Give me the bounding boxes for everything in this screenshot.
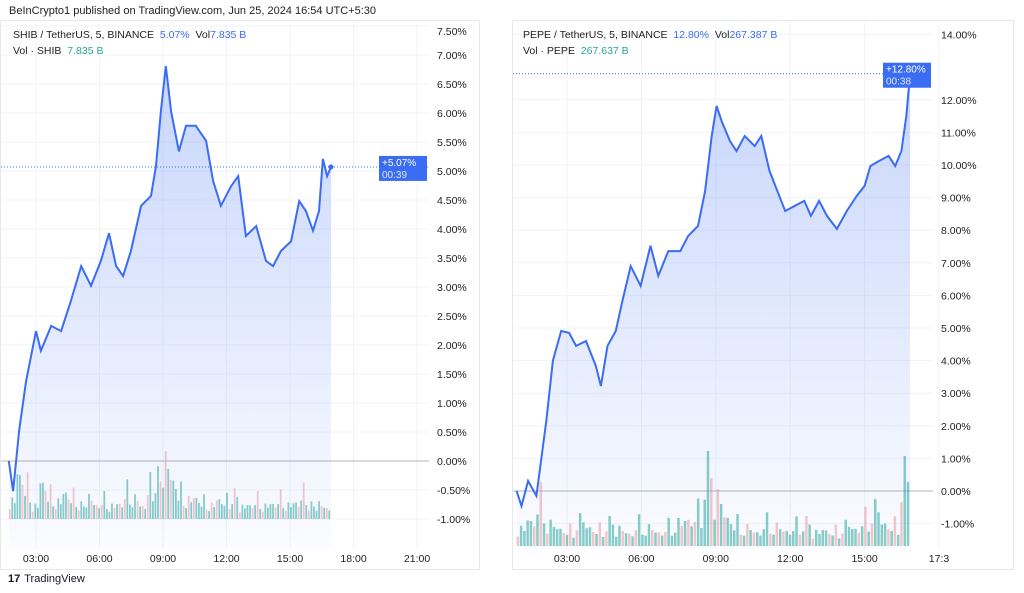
y-tick-label: 6.50% [437,79,467,91]
vol-legend-value: 267.637 B [580,45,629,57]
price-label-box [883,62,931,88]
y-tick-label: 2.00% [941,421,971,433]
price-line [7,65,332,492]
countdown-label: 00:38 [886,77,911,88]
y-tick-label: 6.00% [437,108,467,120]
x-tick-label: 15:00 [851,553,877,565]
y-tick-label: 3.00% [437,282,467,294]
x-tick-label: 18:00 [340,553,366,565]
x-tick-label: 09:00 [150,553,176,565]
last-price-dot [328,164,334,170]
pepe-legend: PEPE / TetherUS, 5, BINANCE 12.80% Vol26… [523,27,777,59]
vol-label: Vol [714,29,730,41]
y-tick-label: 5.00% [941,323,971,335]
y-tick-label: 12.00% [941,95,977,107]
tradingview-footer[interactable]: 17 TradingView [8,573,85,585]
x-tick-label: 03:00 [554,553,580,565]
y-tick-label: 0.50% [437,427,467,439]
y-tick-label: 3.50% [437,253,467,265]
symbol-label: PEPE / TetherUS, 5, BINANCE [523,29,668,41]
y-tick-label: 0.00% [941,486,971,498]
y-tick-label: 6.00% [941,290,971,302]
symbol-label: SHIB / TetherUS, 5, BINANCE [13,29,155,41]
change-value: 12.80% [673,29,709,41]
tradingview-logo-icon: 17 [8,573,21,585]
y-tick-label: 2.00% [437,340,467,352]
price-label: +5.07% [382,158,416,169]
y-tick-label: 7.00% [941,258,971,270]
y-tick-label: 0.00% [437,456,467,468]
y-tick-label: 1.50% [437,369,467,381]
price-label: +12.80% [886,65,926,76]
x-tick-label: 06:00 [86,553,112,565]
x-tick-label: 09:00 [703,553,729,565]
vol-label: Vol [195,29,211,41]
x-tick-label: 15:00 [277,553,303,565]
y-tick-label: 11.00% [941,127,976,139]
y-tick-label: 4.00% [437,224,467,236]
y-tick-label: 1.00% [437,398,467,410]
x-tick-label: 21:00 [404,553,430,565]
y-tick-label: 5.50% [437,137,467,149]
price-label-box [379,155,427,181]
y-tick-label: -1.00% [437,514,470,526]
vol-legend-label: Vol · PEPE [523,45,575,57]
y-tick-label: 10.00% [941,160,977,172]
pepe-chart-panel[interactable]: 03:00 06:00 09:00 12:00 15:00 17:3 14.00% 12.00… [512,20,1014,570]
x-tick-label: 12:00 [213,553,239,565]
y-tick-label: 3.00% [941,388,971,400]
price-area [516,73,911,549]
y-tick-label: 2.50% [437,311,467,323]
y-tick-label: 8.00% [941,225,971,237]
x-tick-label: 03:00 [23,553,49,565]
x-tick-label: 12:00 [777,553,803,565]
countdown-label: 00:39 [382,170,407,181]
shib-chart-svg: 03:00 06:00 09:00 12:00 15:00 18:00 21:00 7.50%… [1,21,470,565]
vol-value: 267.387 B [729,29,778,41]
y-tick-label: 14.00% [941,30,977,42]
y-tick-label: 1.00% [941,453,971,465]
y-tick-label: 4.00% [941,356,971,368]
change-value: 5.07% [159,29,190,41]
published-caption: BeInCrypto1 published on TradingView.com… [9,5,377,17]
y-tick-label: 4.50% [437,195,467,207]
shib-legend: SHIB / TetherUS, 5, BINANCE 5.07% Vol7.8… [13,27,246,59]
pepe-chart-svg: 03:00 06:00 09:00 12:00 15:00 17:3 14.00% 12.00… [513,21,977,565]
x-tick-label: 17:3 [929,553,950,565]
vol-value: 7.835 B [210,29,247,41]
y-tick-label: -1.00% [941,519,974,531]
x-tick-label: 06:00 [628,553,654,565]
price-line [515,73,912,510]
y-tick-label: 5.00% [437,166,467,178]
brand-label: TradingView [24,573,85,585]
y-tick-label: 7.00% [437,50,467,62]
y-tick-label: 7.50% [437,26,467,38]
vol-legend-label: Vol · SHIB [13,45,62,57]
y-tick-label: -0.50% [437,485,470,497]
price-area [8,66,332,549]
vol-legend-value: 7.835 B [67,45,104,57]
y-tick-label: 9.00% [941,193,971,205]
shib-chart-panel[interactable]: 03:00 06:00 09:00 12:00 15:00 18:00 21:00 7.50%… [0,20,480,570]
